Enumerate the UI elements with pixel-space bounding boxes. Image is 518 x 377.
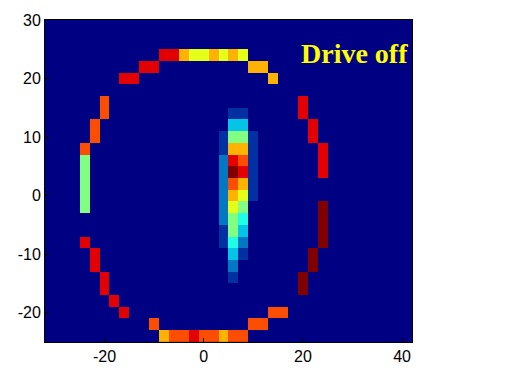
svg-text:40: 40 bbox=[393, 348, 411, 365]
svg-text:20: 20 bbox=[23, 70, 41, 87]
svg-text:0: 0 bbox=[32, 187, 41, 204]
svg-text:-20: -20 bbox=[18, 304, 41, 321]
svg-text:-20: -20 bbox=[93, 348, 116, 365]
svg-text:10: 10 bbox=[23, 129, 41, 146]
svg-text:0: 0 bbox=[199, 348, 208, 365]
svg-text:20: 20 bbox=[294, 348, 312, 365]
svg-text:30: 30 bbox=[23, 12, 41, 29]
svg-text:-10: -10 bbox=[18, 246, 41, 263]
svg-text:Drive off: Drive off bbox=[301, 38, 408, 69]
